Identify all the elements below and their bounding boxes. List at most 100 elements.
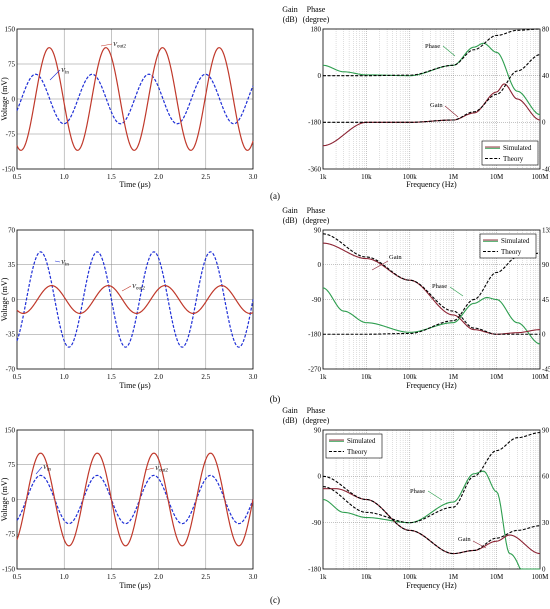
- plot-frame: [322, 229, 541, 370]
- gain-axis-title: Gain: [282, 406, 298, 415]
- x-tick-label: 3.0: [249, 573, 258, 581]
- y-tick-label: 0: [12, 95, 16, 103]
- legend-label-theory: Theory: [503, 155, 524, 163]
- phase-tick-label: 90: [314, 426, 322, 434]
- x-tick-label: 100k: [403, 173, 418, 181]
- annotation-phase: Phase: [410, 488, 425, 495]
- x-tick-label: 2.0: [154, 173, 163, 181]
- annotation-leader: [449, 286, 464, 297]
- y-tick-label: 0: [12, 496, 16, 504]
- phase-tick-label: -180: [308, 119, 321, 127]
- gain-tick-label: 0: [542, 119, 546, 127]
- annotation-phase: Phase: [425, 43, 440, 50]
- legend-label-simulated: Simulated: [501, 237, 530, 245]
- gain-tick-label: 60: [542, 473, 550, 481]
- y-tick-label: 75: [8, 461, 16, 469]
- gain-axis-unit: (dB): [283, 15, 298, 24]
- series-label-v-out2: Vout2: [155, 465, 168, 474]
- plot-frame: [16, 28, 254, 170]
- x-tick-label: 0.5: [13, 573, 22, 581]
- y-tick-label: 150: [5, 426, 16, 434]
- x-tick-label: 2.5: [201, 573, 210, 581]
- legend-label-theory: Theory: [347, 448, 368, 456]
- gain-tick-label: 90: [542, 426, 550, 434]
- legend: Simulated Theory: [479, 233, 537, 259]
- gain-theory-curve: [323, 54, 541, 123]
- phase-tick-label: 0: [318, 72, 322, 80]
- y-tick-label: -75: [6, 531, 16, 539]
- plot-frame: [322, 28, 541, 170]
- phase-axis-unit: (degree): [303, 216, 330, 225]
- y-tick-label: -150: [2, 565, 15, 573]
- y-tick-label: -150: [2, 165, 15, 173]
- series-v-in: [16, 73, 254, 125]
- x-axis-title: Frequency (Hz): [406, 581, 457, 590]
- x-tick-label: 2.5: [201, 373, 210, 381]
- series-label-v-out2: Vout2: [132, 283, 145, 292]
- x-tick-label: 100M: [532, 173, 550, 181]
- gain-axis-title: Gain: [282, 206, 298, 215]
- bode-plot-c-bode: 1k 10k 100k 1M 10M 100M -180 -90 0 90 0 30 60 90 Frequ…: [282, 406, 549, 590]
- phase-theory-curve: [323, 28, 541, 77]
- x-tick-label: 100k: [403, 573, 418, 581]
- x-axis-title: Frequency (Hz): [406, 381, 457, 390]
- x-axis-title: Time (μs): [119, 180, 151, 189]
- phase-theory-curve: [322, 432, 541, 524]
- gain-tick-label: 45: [542, 296, 550, 304]
- phase-tick-label: 180: [311, 25, 322, 33]
- annotation-gain: Gain: [430, 102, 443, 109]
- bode-plot-b-bode: 1k 10k 100k 1M 10M 100M -270 -180 -90 0 90 -45 0 45 90…: [282, 206, 550, 390]
- y-axis-title: Voltage (mV): [0, 277, 9, 321]
- phase-simulated-curve: [322, 287, 541, 345]
- phase-tick-label: -180: [308, 565, 321, 573]
- annotation-gain: Gain: [458, 536, 471, 543]
- x-tick-label: 2.0: [154, 573, 163, 581]
- x-tick-label: 1.5: [107, 173, 116, 181]
- y-axis-title: Voltage (mV): [0, 477, 9, 521]
- phase-tick-label: -90: [312, 296, 322, 304]
- x-tick-label: 1M: [448, 173, 459, 181]
- y-tick-label: -70: [6, 365, 16, 373]
- time-plot-c-time: 0.5 1.0 1.5 2.0 2.5 3.0 -150 -75 0 75 150 Time (μs)…: [0, 426, 258, 590]
- gain-theory-curve: [322, 233, 540, 335]
- x-tick-label: 1k: [320, 173, 328, 181]
- x-tick-label: 10M: [490, 173, 504, 181]
- series-v-in: [16, 474, 254, 525]
- x-tick-label: 100M: [532, 573, 550, 581]
- series-label-leader: [100, 43, 113, 47]
- gain-axis-unit: (dB): [283, 416, 298, 425]
- x-tick-label: 100M: [532, 373, 550, 381]
- legend-label-theory: Theory: [501, 248, 522, 256]
- x-tick-label: 1M: [448, 373, 459, 381]
- series-label-leader: [144, 467, 155, 471]
- gain-axis-title: Gain: [282, 5, 298, 14]
- gain-tick-label: 30: [542, 519, 550, 527]
- x-tick-label: 10M: [490, 373, 504, 381]
- x-tick-label: 1.0: [60, 173, 69, 181]
- series-label-leader: [121, 285, 132, 292]
- gain-theory-curve: [322, 475, 541, 555]
- gain-axis-unit: (dB): [283, 216, 298, 225]
- gain-tick-label: 0: [542, 565, 546, 573]
- series-label-leader: [49, 69, 61, 81]
- x-tick-label: 2.5: [201, 173, 210, 181]
- time-plot-b-time: 0.5 1.0 1.5 2.0 2.5 3.0 -70 -35 0 35 70 Time (μs) Vo…: [0, 226, 258, 390]
- x-tick-label: 1.0: [60, 373, 69, 381]
- x-axis-title: Frequency (Hz): [406, 180, 457, 189]
- x-tick-label: 1M: [448, 573, 459, 581]
- x-tick-label: 1k: [320, 573, 328, 581]
- gain-tick-label: -40: [542, 165, 550, 173]
- panel-label-b: (b): [270, 394, 281, 404]
- panel-label-a: (a): [270, 191, 280, 201]
- annotation-phase: Phase: [432, 283, 447, 290]
- x-tick-label: 3.0: [249, 173, 258, 181]
- annotation-gain: Gain: [389, 254, 402, 261]
- gain-tick-label: 80: [542, 25, 550, 33]
- phase-tick-label: 0: [318, 473, 322, 481]
- phase-tick-label: 90: [314, 226, 322, 234]
- legend: Simulated Theory: [481, 140, 539, 166]
- y-tick-label: 0: [12, 296, 16, 304]
- legend-box: [325, 433, 383, 459]
- x-tick-label: 10k: [361, 573, 372, 581]
- gain-tick-label: 0: [542, 331, 546, 339]
